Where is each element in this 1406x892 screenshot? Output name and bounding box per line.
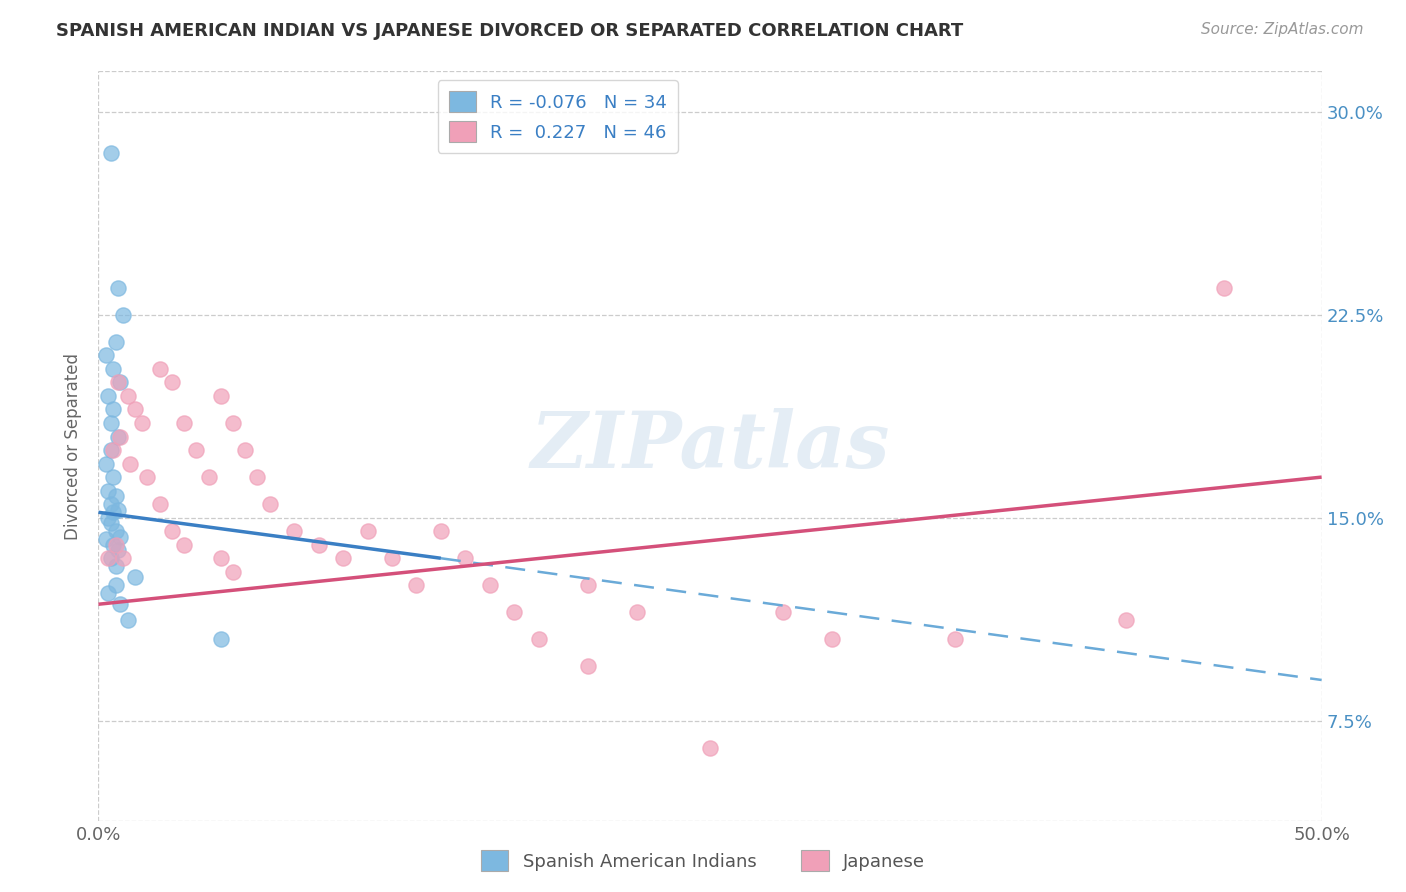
Point <box>527 632 550 647</box>
Point <box>101 538 124 552</box>
Point <box>160 376 183 390</box>
Point <box>503 605 526 619</box>
Point <box>97 483 120 498</box>
Legend: Spanish American Indians, Japanese: Spanish American Indians, Japanese <box>474 843 932 879</box>
Point <box>97 586 120 600</box>
Point <box>430 524 453 539</box>
Point <box>104 489 127 503</box>
Point <box>100 443 122 458</box>
Point <box>117 614 139 628</box>
Point <box>160 524 183 539</box>
Point <box>699 740 721 755</box>
Point <box>356 524 378 539</box>
Point <box>943 632 966 647</box>
Point <box>94 348 117 362</box>
Point <box>94 457 117 471</box>
Point <box>104 559 127 574</box>
Point <box>104 334 127 349</box>
Point <box>107 281 129 295</box>
Point <box>1212 281 1234 295</box>
Point <box>308 538 330 552</box>
Point <box>107 429 129 443</box>
Point <box>111 551 134 566</box>
Point <box>124 570 146 584</box>
Point <box>111 308 134 322</box>
Point <box>136 470 159 484</box>
Point <box>100 516 122 530</box>
Point <box>110 376 132 390</box>
Point <box>100 145 122 160</box>
Point <box>97 510 120 524</box>
Point <box>124 402 146 417</box>
Point <box>149 497 172 511</box>
Point <box>107 543 129 558</box>
Point <box>131 416 153 430</box>
Point <box>110 530 132 544</box>
Point <box>110 597 132 611</box>
Point <box>173 538 195 552</box>
Point <box>101 443 124 458</box>
Point <box>101 505 124 519</box>
Point <box>107 376 129 390</box>
Point <box>117 389 139 403</box>
Point <box>821 632 844 647</box>
Point <box>197 470 219 484</box>
Point <box>381 551 404 566</box>
Legend: R = -0.076   N = 34, R =  0.227   N = 46: R = -0.076 N = 34, R = 0.227 N = 46 <box>437 80 678 153</box>
Point <box>209 632 232 647</box>
Text: SPANISH AMERICAN INDIAN VS JAPANESE DIVORCED OR SEPARATED CORRELATION CHART: SPANISH AMERICAN INDIAN VS JAPANESE DIVO… <box>56 22 963 40</box>
Y-axis label: Divorced or Separated: Divorced or Separated <box>65 352 83 540</box>
Point <box>101 470 124 484</box>
Point <box>104 578 127 592</box>
Point <box>100 416 122 430</box>
Text: ZIPatlas: ZIPatlas <box>530 408 890 484</box>
Point <box>222 416 245 430</box>
Point <box>1115 614 1137 628</box>
Point <box>104 524 127 539</box>
Point <box>772 605 794 619</box>
Point <box>259 497 281 511</box>
Point <box>104 538 127 552</box>
Point <box>576 659 599 673</box>
Point <box>233 443 256 458</box>
Point <box>100 551 122 566</box>
Point <box>120 457 142 471</box>
Point <box>94 533 117 547</box>
Point <box>478 578 501 592</box>
Point <box>209 389 232 403</box>
Point <box>101 402 124 417</box>
Text: Source: ZipAtlas.com: Source: ZipAtlas.com <box>1201 22 1364 37</box>
Point <box>222 565 245 579</box>
Point <box>97 389 120 403</box>
Point <box>149 362 172 376</box>
Point <box>173 416 195 430</box>
Point <box>246 470 269 484</box>
Point <box>101 362 124 376</box>
Point <box>110 429 132 443</box>
Point <box>283 524 305 539</box>
Point <box>209 551 232 566</box>
Point <box>100 497 122 511</box>
Point <box>97 551 120 566</box>
Point <box>576 578 599 592</box>
Point <box>405 578 427 592</box>
Point <box>332 551 354 566</box>
Point <box>454 551 477 566</box>
Point <box>186 443 208 458</box>
Point <box>107 502 129 516</box>
Point <box>626 605 648 619</box>
